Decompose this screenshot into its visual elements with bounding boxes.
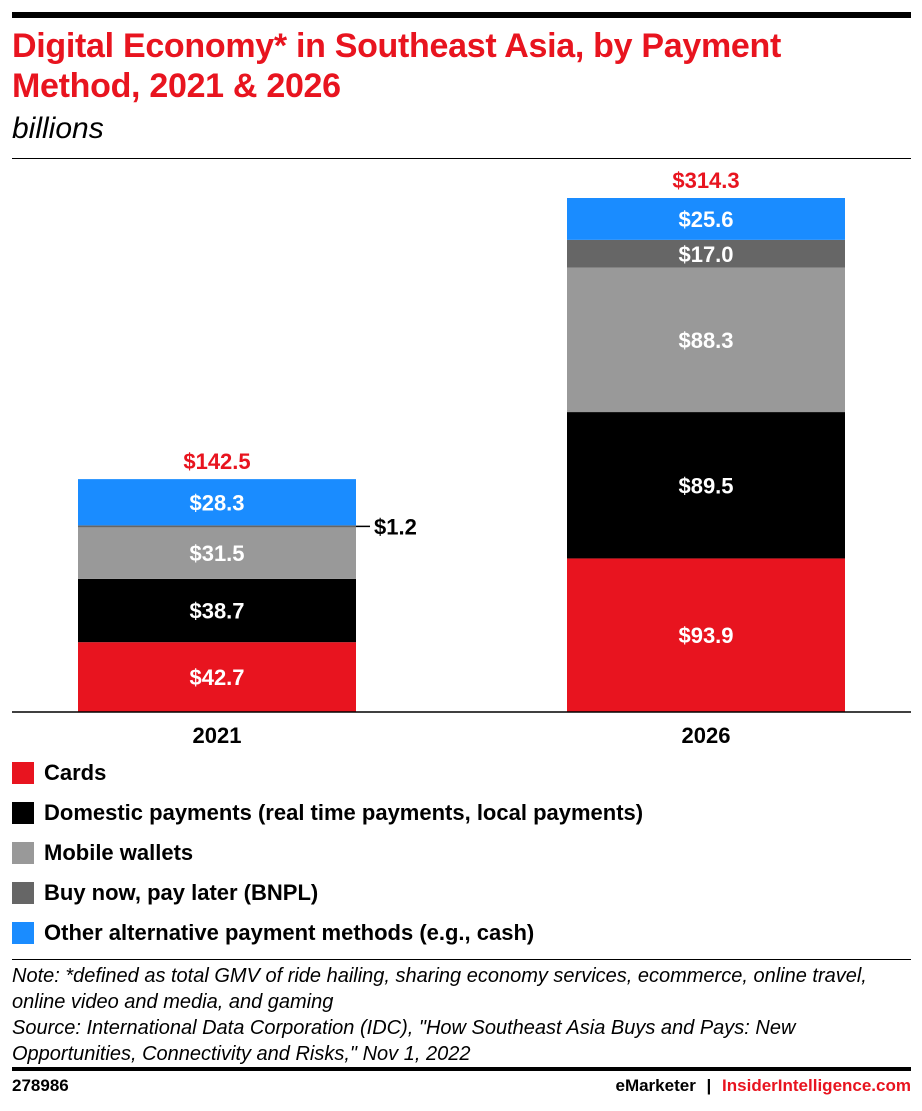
chart-title: Digital Economy* in Southeast Asia, by P… <box>12 27 782 105</box>
divider <box>12 158 911 159</box>
bar-segment <box>78 578 356 643</box>
data-label: $31.5 <box>189 541 244 566</box>
legend-item: Cards <box>12 753 643 793</box>
legend-swatch <box>12 802 34 824</box>
legend-label: Buy now, pay later (BNPL) <box>44 880 319 905</box>
chart-id: 278986 <box>12 1076 69 1095</box>
brand-emarketer: eMarketer <box>615 1076 696 1095</box>
data-label: $1.2 <box>374 514 417 539</box>
footer-rule <box>12 1067 911 1071</box>
legend-swatch <box>12 922 34 944</box>
note-text: Note: *defined as total GMV of ride hail… <box>12 965 867 1013</box>
legend-swatch <box>12 762 34 784</box>
legend-item: Domestic payments (real time payments, l… <box>12 793 643 833</box>
data-label: $93.9 <box>678 623 733 648</box>
data-label: $38.7 <box>189 599 244 624</box>
total-label: $142.5 <box>183 449 250 474</box>
legend-label: Domestic payments (real time payments, l… <box>44 800 644 825</box>
chart-subtitle: billions <box>12 112 104 145</box>
bar-segment <box>78 527 356 579</box>
bar-segment <box>567 412 845 559</box>
legend-item: Buy now, pay later (BNPL) <box>12 873 643 913</box>
legend-swatch <box>12 842 34 864</box>
legend-item: Other alternative payment methods (e.g.,… <box>12 913 643 953</box>
legend-swatch <box>12 882 34 904</box>
bar-segment <box>78 642 356 712</box>
bar-segment <box>567 267 845 413</box>
legend: Cards Domestic payments (real time paymen… <box>12 753 643 953</box>
legend-label: Other alternative payment methods (e.g.,… <box>44 920 535 945</box>
data-label: $42.7 <box>189 665 244 690</box>
divider <box>12 959 911 960</box>
x-tick-label: 2021 <box>193 723 242 748</box>
bar-segment <box>78 479 356 526</box>
bar-segment <box>567 558 845 712</box>
total-label: $314.3 <box>672 168 739 193</box>
data-label: $88.3 <box>678 328 733 353</box>
notes: Note: *defined as total GMV of ride hail… <box>12 963 902 1067</box>
legend-label: Mobile wallets <box>44 840 194 865</box>
brand-separator: | <box>706 1076 712 1095</box>
top-bar <box>12 12 911 18</box>
source-text: Source: International Data Corporation (… <box>12 1017 796 1065</box>
footer-brand: eMarketer | InsiderIntelligence.com <box>615 1076 911 1096</box>
x-tick-label: 2026 <box>682 723 731 748</box>
legend-label: Cards <box>44 760 107 785</box>
bar-segment <box>567 239 845 268</box>
data-label: $17.0 <box>678 242 733 267</box>
bar-segment <box>567 198 845 240</box>
stacked-bar-chart: $42.7 $38.7 $31.5 $1.2 $28.3 $142.5 2021 $93.9 $… <box>12 168 911 748</box>
data-label: $25.6 <box>678 207 733 232</box>
legend-item: Mobile wallets <box>12 833 643 873</box>
data-label: $89.5 <box>678 473 733 498</box>
bar-segment <box>78 525 356 528</box>
brand-insider-intelligence: InsiderIntelligence.com <box>722 1076 911 1095</box>
data-label: $28.3 <box>189 490 244 515</box>
